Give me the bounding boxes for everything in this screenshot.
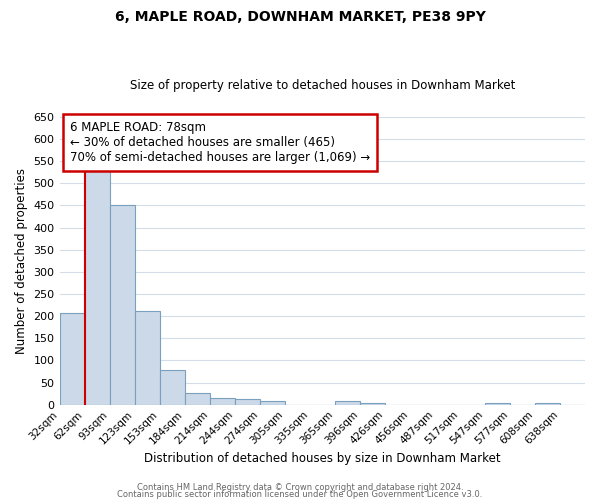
Text: 6, MAPLE ROAD, DOWNHAM MARKET, PE38 9PY: 6, MAPLE ROAD, DOWNHAM MARKET, PE38 9PY bbox=[115, 10, 485, 24]
Y-axis label: Number of detached properties: Number of detached properties bbox=[15, 168, 28, 354]
Title: Size of property relative to detached houses in Downham Market: Size of property relative to detached ho… bbox=[130, 79, 515, 92]
Bar bbox=[85, 170, 110, 404]
Text: Contains public sector information licensed under the Open Government Licence v3: Contains public sector information licen… bbox=[118, 490, 482, 499]
Bar bbox=[209, 398, 235, 404]
Bar bbox=[260, 401, 285, 404]
Text: 6 MAPLE ROAD: 78sqm
← 30% of detached houses are smaller (465)
70% of semi-detac: 6 MAPLE ROAD: 78sqm ← 30% of detached ho… bbox=[70, 121, 370, 164]
X-axis label: Distribution of detached houses by size in Downham Market: Distribution of detached houses by size … bbox=[144, 452, 500, 465]
Bar bbox=[160, 370, 185, 404]
Bar bbox=[535, 402, 560, 404]
Text: Contains HM Land Registry data © Crown copyright and database right 2024.: Contains HM Land Registry data © Crown c… bbox=[137, 484, 463, 492]
Bar bbox=[360, 402, 385, 404]
Bar bbox=[235, 399, 260, 404]
Bar bbox=[485, 402, 510, 404]
Bar bbox=[59, 312, 85, 404]
Bar bbox=[335, 401, 360, 404]
Bar bbox=[185, 393, 209, 404]
Bar bbox=[134, 311, 160, 404]
Bar bbox=[110, 206, 134, 404]
